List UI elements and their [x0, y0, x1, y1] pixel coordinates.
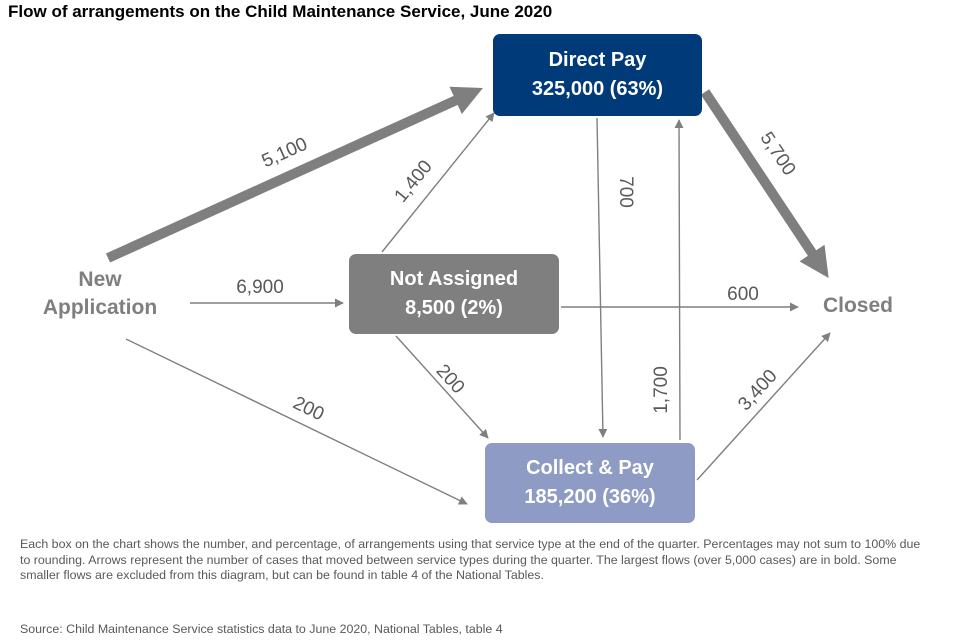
- flow-label-direct-to-collect: 700: [615, 176, 636, 208]
- flow-arrow-collect-to-direct: [674, 119, 684, 441]
- direct-pay-value: 325,000 (63%): [531, 78, 664, 100]
- flow-label-collect-to-direct: 1,700: [651, 366, 672, 414]
- not-assigned-value: 8,500 (2%): [405, 297, 503, 319]
- closed-label: Closed: [822, 294, 893, 317]
- flow-arrow-collect-to-closed: [696, 332, 831, 481]
- flow-label-notassigned-to-collect: 200: [432, 361, 469, 399]
- collect-pay-name: Collect & Pay: [526, 457, 654, 479]
- flow-arrow-notassigned-to-direct: [381, 112, 495, 253]
- flow-arrow-direct-to-collect: [596, 117, 608, 438]
- collect-pay-box: Collect & Pay 185,200 (36%): [485, 443, 695, 523]
- flow-label-new-to-notassigned: 6,900: [236, 277, 284, 298]
- not-assigned-name: Not Assigned: [389, 268, 519, 290]
- flow-label-notassigned-to-closed: 600: [727, 284, 759, 305]
- new-application-line1: New: [78, 268, 122, 291]
- page-title: Flow of arrangements on the Child Mainte…: [8, 2, 553, 21]
- flow-label-notassigned-to-direct: 1,400: [391, 156, 437, 206]
- collect-pay-value: 185,200 (36%): [524, 486, 656, 508]
- flow-arrow-new-to-direct: [105, 86, 483, 263]
- direct-pay-name: Direct Pay: [548, 49, 647, 71]
- flow-arrow-notassigned-to-collect: [395, 335, 489, 439]
- footnote: Each box on the chart shows the number, …: [20, 537, 921, 582]
- not-assigned-box: Not Assigned 8,500 (2%): [349, 254, 559, 334]
- new-application-label: New Application: [20, 266, 180, 322]
- flow-arrow-direct-to-closed: [700, 89, 829, 278]
- flow-arrow-new-to-collect: [125, 338, 468, 505]
- flow-label-collect-to-closed: 3,400: [734, 366, 781, 415]
- new-application-line2: Application: [42, 296, 158, 319]
- source-note: Source: Child Maintenance Service statis…: [20, 622, 503, 636]
- direct-pay-box: Direct Pay 325,000 (63%): [493, 34, 702, 116]
